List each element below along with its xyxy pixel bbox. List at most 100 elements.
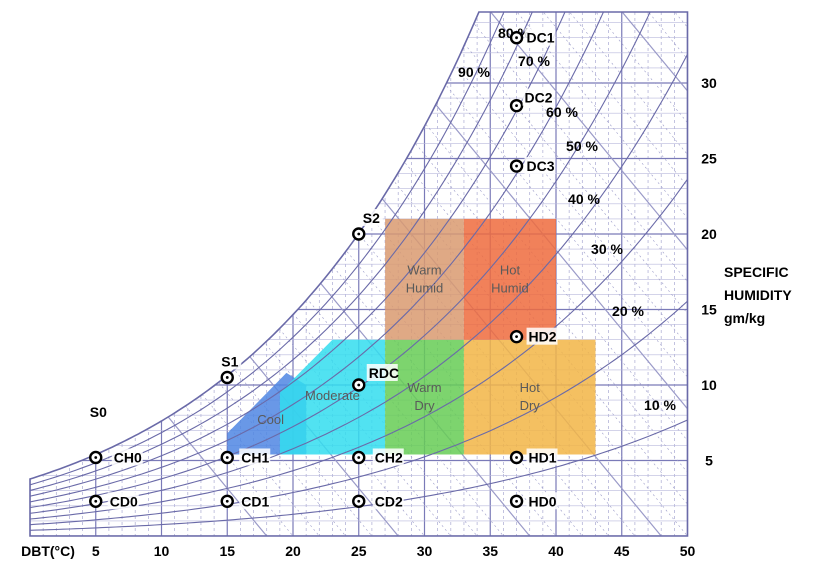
point-label: DC1 — [527, 30, 555, 46]
grid-line-diagonal — [30, 12, 268, 536]
zone-moderate — [279, 339, 386, 455]
state-point-dot — [515, 164, 518, 168]
point-label: CH2 — [375, 449, 403, 465]
state-point-dot — [225, 499, 229, 503]
y-axis-label: SPECIFIC — [724, 264, 789, 280]
point-label-bg — [372, 492, 404, 510]
chart-boundary — [29, 11, 689, 537]
point-label-bg — [372, 448, 404, 466]
x-tick-label: 50 — [680, 543, 696, 559]
point-label: HD0 — [529, 493, 557, 509]
zone-label: Warm — [407, 262, 441, 277]
point-label: S2 — [363, 210, 380, 226]
rh-curve — [30, 12, 688, 503]
point-label-bg — [524, 157, 556, 175]
x-tick-label: 30 — [417, 543, 433, 559]
y-tick-label: 25 — [701, 151, 717, 167]
y-tick-label: 30 — [701, 75, 717, 91]
state-point-dot — [515, 104, 518, 108]
rh-curve — [30, 300, 688, 526]
state-point-dot — [515, 456, 518, 459]
zone-label: Hot — [500, 262, 521, 277]
grid-line-diagonal — [397, 12, 688, 536]
point-label: CD1 — [241, 493, 269, 509]
zone-hot-dry — [463, 339, 596, 455]
zone-label: Cool — [257, 412, 284, 427]
point-label-bg — [526, 448, 558, 466]
point-label: S1 — [221, 353, 238, 369]
rh-curve — [30, 12, 688, 486]
point-label-bg — [526, 327, 558, 345]
rh-label: 70 % — [518, 53, 550, 69]
y-tick-label: 20 — [701, 226, 717, 242]
rh-label: 30 % — [591, 241, 623, 257]
point-label: HD2 — [529, 329, 557, 345]
zone-label: Warm — [407, 380, 441, 395]
y-tick-label: 5 — [705, 453, 713, 469]
point-label-bg — [360, 209, 383, 226]
point-label-bg — [87, 402, 110, 420]
state-point-dot — [94, 456, 98, 459]
x-tick-label: 10 — [154, 543, 170, 559]
zone-label: Dry — [520, 398, 541, 413]
point-label: CH0 — [114, 449, 142, 465]
zone-label: Dry — [414, 398, 435, 413]
state-point-dot — [357, 383, 361, 387]
grid-line-diagonal — [793, 0, 813, 536]
zone-warm-dry — [385, 339, 464, 455]
state-point-dot — [94, 499, 98, 503]
point-label-bg — [526, 492, 558, 510]
grid-line-diagonal — [476, 12, 688, 536]
grid-line-diagonal — [30, 12, 373, 536]
point-label-bg — [522, 88, 554, 106]
point-label-bg — [366, 364, 398, 381]
zone-label: Moderate — [305, 388, 360, 403]
zone-hot-humid — [463, 218, 556, 340]
point-label-bg — [111, 448, 143, 466]
grid-line-diagonal — [529, 12, 688, 536]
axes: 5 10 15 20 25 30 35 40 45 50 DBT(°C) 5 10 15 20 25 30 SPE… — [21, 75, 792, 559]
zone-warm-humid — [385, 218, 464, 340]
point-label: HD1 — [529, 449, 557, 465]
x-tick-label: 40 — [548, 543, 564, 559]
grid-line-diagonal — [503, 12, 688, 536]
point-label: DC3 — [527, 158, 555, 174]
point-label: CH1 — [241, 449, 269, 465]
point-label-bg — [524, 28, 556, 46]
point-label-bg — [239, 492, 271, 510]
y-tick-label: 10 — [701, 377, 717, 393]
state-point-dot — [357, 499, 361, 503]
point-label-bg — [239, 448, 271, 466]
point-label: CD0 — [110, 493, 138, 509]
zone-label: Humid — [406, 280, 444, 295]
point-label: S0 — [90, 404, 107, 420]
grid-line-diagonal — [555, 12, 688, 536]
x-tick-label: 20 — [285, 543, 301, 559]
state-point-dot — [515, 36, 518, 40]
zone-label: Humid — [491, 280, 529, 295]
grid-line-diagonal — [30, 12, 346, 536]
state-point-dot — [225, 456, 229, 459]
grid-line-diagonal — [30, 12, 320, 536]
state-point-dot — [225, 376, 229, 379]
comfort-zones — [227, 218, 596, 455]
state-point-dot — [357, 456, 361, 459]
rh-label: 20 % — [612, 303, 644, 319]
point-label: DC2 — [525, 90, 553, 106]
state-points: S0 CH0 CD0 S1 CH1 CD1 S2 RDC CH2 CD2 DC1 DC2 DC3 HD2 H… — [87, 28, 558, 510]
y-axis-label: HUMIDITY — [724, 287, 792, 303]
x-axis-label: DBT(°C) — [21, 543, 75, 559]
rh-label: 10 % — [644, 397, 676, 413]
rh-label: 40 % — [568, 191, 600, 207]
point-label: CD2 — [375, 493, 403, 509]
y-axis-label: gm/kg — [724, 310, 765, 326]
x-tick-label: 35 — [482, 543, 498, 559]
point-label: RDC — [369, 365, 399, 381]
point-label-bg — [219, 352, 242, 370]
state-point-dot — [515, 335, 518, 339]
grid-line-diagonal — [424, 12, 688, 536]
x-tick-label: 5 — [92, 543, 100, 559]
x-tick-label: 15 — [219, 543, 235, 559]
point-label-bg — [107, 492, 139, 510]
